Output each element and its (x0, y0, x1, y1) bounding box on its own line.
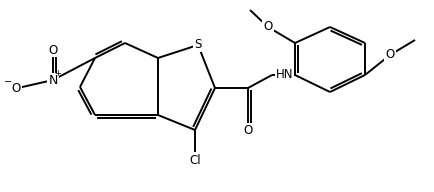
Text: S: S (194, 39, 202, 51)
Text: O: O (263, 21, 273, 33)
Text: HN: HN (276, 69, 293, 81)
Text: Cl: Cl (189, 153, 201, 166)
Text: N: N (48, 74, 58, 87)
Text: +: + (55, 70, 62, 79)
Text: −: − (4, 77, 12, 87)
Text: O: O (385, 49, 395, 61)
Text: O: O (11, 81, 21, 94)
Text: O: O (243, 123, 253, 137)
Text: O: O (48, 44, 58, 56)
